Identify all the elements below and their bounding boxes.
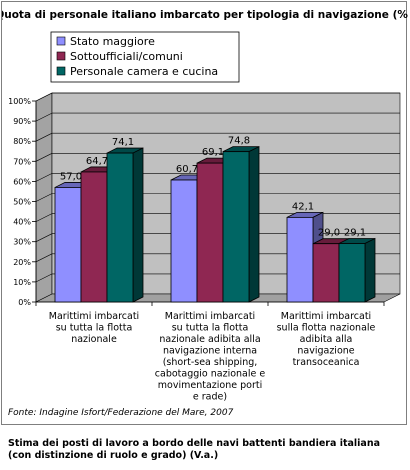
y-tick-label: 40% <box>13 218 31 227</box>
category-label: Marittimi imbarcati <box>49 311 139 322</box>
data-label: 42,1 <box>292 201 314 212</box>
data-label: 29,0 <box>318 228 340 239</box>
category-label: su tutta la flotta <box>56 323 133 334</box>
gridline-side <box>35 112 53 122</box>
data-label: 74,1 <box>112 137 134 148</box>
category-label: Marittimi imbarcati <box>281 311 371 322</box>
y-tick-label: 30% <box>13 238 31 247</box>
y-tick-label: 60% <box>13 177 31 186</box>
y-tick-label: 20% <box>13 258 31 267</box>
chart-frame: Quota di personale italiano imbarcato pe… <box>1 1 408 425</box>
category-label: navigazione interna <box>163 346 257 357</box>
legend-swatch <box>56 51 66 61</box>
bar-side <box>248 146 260 303</box>
bar <box>106 152 134 303</box>
data-label: 74,8 <box>228 136 250 147</box>
data-label: 64,7 <box>86 156 108 167</box>
caption-line-1: Stima dei posti di lavoro a bordo delle … <box>8 438 381 449</box>
bar-side <box>364 237 376 303</box>
gridline-side <box>35 193 53 202</box>
gridline-side <box>35 273 53 283</box>
category-label: nazionale adibita alla <box>159 334 260 345</box>
bar <box>222 151 250 303</box>
gridline-side <box>35 253 53 263</box>
bar <box>338 243 366 303</box>
bar-side <box>132 147 144 303</box>
gridline-side <box>35 92 53 102</box>
gridline-side <box>35 153 53 162</box>
category-label: sulla flotta nazionale <box>277 323 376 334</box>
legend-swatch <box>56 66 66 76</box>
bar-chart: Quota di personale italiano imbarcato pe… <box>2 9 408 418</box>
category-label: Marittimi imbarcati <box>165 311 255 322</box>
y-tick-label: 50% <box>13 198 31 207</box>
gridline-side <box>35 213 53 222</box>
y-tick-label: 90% <box>13 117 31 126</box>
y-tick-label: 70% <box>13 157 31 166</box>
gridline-side <box>35 173 53 182</box>
chart-title: Quota di personale italiano imbarcato pe… <box>2 9 408 21</box>
category-label: nazionale <box>71 334 117 345</box>
data-label: 69,1 <box>202 147 224 158</box>
category-label: navigazione <box>297 346 354 357</box>
bar <box>170 179 198 303</box>
bar <box>312 243 340 303</box>
category-label: e rade) <box>193 392 227 403</box>
caption-line-2: (con distinzione di ruolo e grado) (V.a.… <box>8 450 219 461</box>
source-note: Fonte: Indagine Isfort/Federazione del M… <box>8 408 234 418</box>
plot-area: 0% 10% 20% 30% 40% 50% 60% 70% 80% 90% 100% 57,0 64,… <box>8 92 401 403</box>
bar <box>80 171 108 303</box>
y-tick-label: 100% <box>8 97 31 106</box>
legend: Stato maggiore Sottoufficiali/comuni Perso… <box>50 31 240 83</box>
figure-caption: Stima dei posti di lavoro a bordo delle … <box>8 438 406 462</box>
y-tick-label: 80% <box>13 137 31 146</box>
bar <box>196 162 224 303</box>
gridline-side <box>35 132 53 142</box>
bar <box>54 187 82 303</box>
category-label: cabotaggio nazionale e <box>155 369 266 380</box>
legend-swatch <box>56 36 66 46</box>
data-label: 29,1 <box>344 228 366 239</box>
y-tick-label: 0% <box>18 298 31 307</box>
legend-label: Stato maggiore <box>70 35 155 48</box>
data-label: 60,7 <box>176 164 198 175</box>
gridline-side <box>35 233 53 242</box>
y-tick-label: 10% <box>13 278 31 287</box>
legend-label: Personale camera e cucina <box>70 65 218 78</box>
category-label: adibita alla <box>300 334 353 345</box>
category-label: (short-sea shipping, <box>163 357 258 368</box>
category-label: su tutta la flotta <box>172 323 249 334</box>
category-label: movimentazione porti <box>158 380 262 391</box>
legend-label: Sottoufficiali/comuni <box>70 50 183 63</box>
category-label: transoceanica <box>293 357 360 368</box>
bar <box>286 216 314 303</box>
data-label: 57,0 <box>60 171 82 182</box>
legend-box <box>50 31 240 83</box>
